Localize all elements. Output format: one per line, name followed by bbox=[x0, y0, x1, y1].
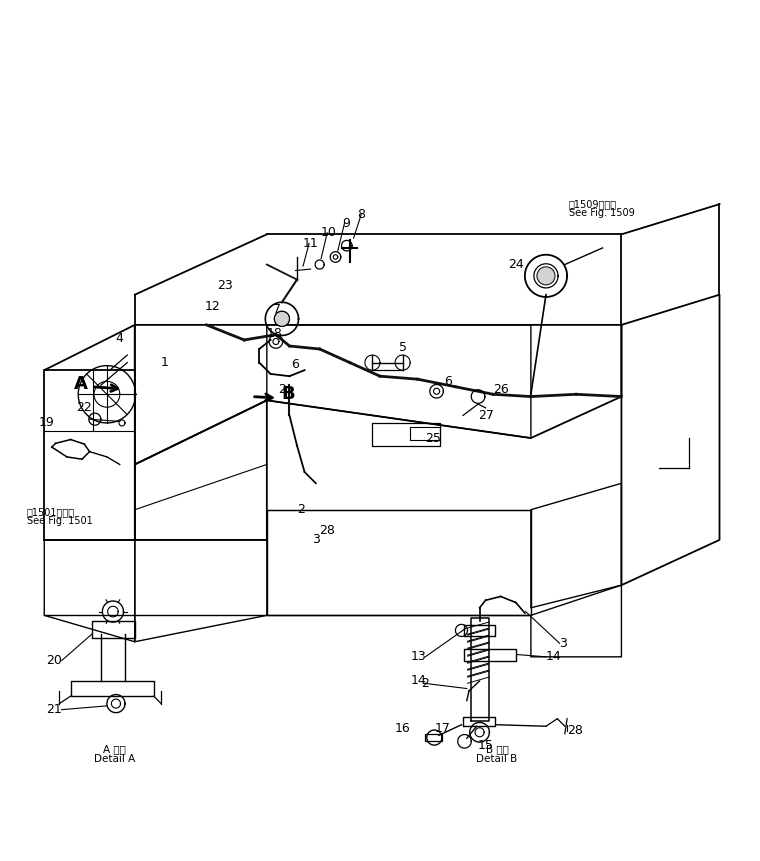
Text: 11: 11 bbox=[302, 237, 318, 250]
Text: B: B bbox=[281, 385, 295, 403]
Text: 5: 5 bbox=[399, 341, 407, 354]
Text: 2: 2 bbox=[278, 382, 286, 395]
Text: 9: 9 bbox=[342, 216, 350, 230]
Text: 25: 25 bbox=[425, 431, 441, 444]
Text: A 詳細: A 詳細 bbox=[103, 744, 126, 754]
Text: 27: 27 bbox=[478, 409, 493, 422]
Text: 24: 24 bbox=[508, 258, 524, 271]
Text: 8: 8 bbox=[357, 208, 365, 221]
Text: 18: 18 bbox=[267, 327, 282, 340]
Text: 13: 13 bbox=[410, 650, 426, 663]
Text: 16: 16 bbox=[395, 722, 411, 735]
Text: 15: 15 bbox=[478, 740, 494, 753]
Text: 3: 3 bbox=[312, 534, 320, 547]
Text: 26: 26 bbox=[492, 382, 508, 395]
Text: Detail A: Detail A bbox=[93, 753, 135, 764]
Text: 4: 4 bbox=[116, 332, 124, 345]
Text: 21: 21 bbox=[46, 703, 62, 716]
Text: A: A bbox=[74, 375, 87, 393]
Text: 12: 12 bbox=[204, 300, 220, 313]
Text: 23: 23 bbox=[217, 279, 233, 292]
Text: 14: 14 bbox=[410, 674, 426, 687]
Text: 28: 28 bbox=[567, 724, 583, 737]
Text: 28: 28 bbox=[319, 523, 335, 536]
Text: 10: 10 bbox=[321, 226, 337, 239]
Circle shape bbox=[274, 312, 290, 326]
Text: See Fig. 1509: See Fig. 1509 bbox=[568, 208, 635, 218]
Text: 第1501図参照: 第1501図参照 bbox=[27, 507, 75, 517]
Text: 22: 22 bbox=[77, 401, 92, 414]
Text: See Fig. 1501: See Fig. 1501 bbox=[27, 516, 93, 526]
Text: B 詳細: B 詳細 bbox=[486, 744, 508, 754]
Circle shape bbox=[537, 267, 555, 285]
Text: 3: 3 bbox=[559, 637, 568, 650]
Text: 17: 17 bbox=[434, 722, 450, 735]
Text: 2: 2 bbox=[422, 677, 429, 690]
Text: 6: 6 bbox=[444, 375, 452, 388]
Text: 2: 2 bbox=[297, 503, 305, 517]
Text: 14: 14 bbox=[546, 650, 562, 663]
Text: 19: 19 bbox=[39, 417, 55, 430]
Text: 20: 20 bbox=[46, 654, 62, 667]
Text: 6: 6 bbox=[292, 357, 299, 370]
Text: Detail B: Detail B bbox=[477, 753, 518, 764]
Text: 第1509図参照: 第1509図参照 bbox=[568, 199, 616, 209]
Text: 1: 1 bbox=[161, 356, 169, 369]
Text: 7: 7 bbox=[273, 303, 280, 316]
